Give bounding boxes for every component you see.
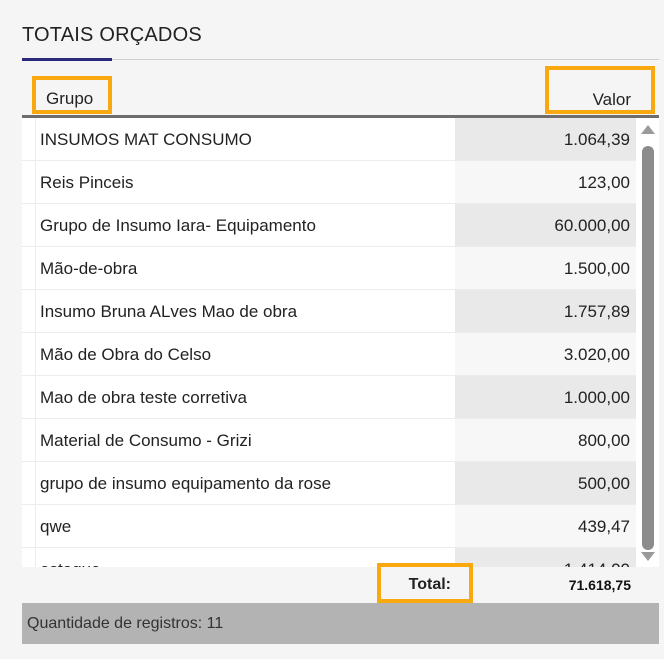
table-row[interactable]: estoque 1.414,00 [22, 548, 636, 567]
cell-grupo: estoque [40, 548, 101, 567]
cell-valor: 1.757,89 [455, 290, 636, 332]
row-gutter [22, 505, 36, 548]
cell-valor: 500,00 [455, 462, 636, 504]
table-row[interactable]: INSUMOS MAT CONSUMO 1.064,39 [22, 118, 636, 161]
grid-rows: INSUMOS MAT CONSUMO 1.064,39 Reis Pinceis 1… [22, 118, 636, 567]
totals-grid: Grupo Valor INSUMOS MAT CONSUMO 1.064,39 R… [22, 66, 659, 644]
table-row[interactable]: Reis Pinceis 123,00 [22, 161, 636, 204]
vertical-scrollbar[interactable] [636, 118, 659, 567]
cell-grupo: Material de Consumo - Grizi [40, 431, 252, 450]
table-row[interactable]: Grupo de Insumo Iara- Equipamento 60.000,… [22, 204, 636, 247]
total-label: Total: [377, 563, 473, 603]
row-gutter [22, 161, 36, 204]
title-accent-underline [22, 58, 112, 61]
table-row[interactable]: Mão-de-obra 1.500,00 [22, 247, 636, 290]
cell-valor: 1.414,00 [455, 548, 636, 567]
cell-grupo: Mão-de-obra [40, 259, 138, 278]
scroll-up-icon[interactable] [641, 125, 655, 134]
table-row[interactable]: qwe 439,47 [22, 505, 636, 548]
row-gutter [22, 548, 36, 567]
cell-valor: 1.000,00 [455, 376, 636, 418]
cell-valor: 60.000,00 [455, 204, 636, 246]
title-divider [22, 59, 659, 60]
grid-footer: Quantidade de registros: 11 [22, 603, 659, 644]
table-row[interactable]: Mao de obra teste corretiva 1.000,00 [22, 376, 636, 419]
table-row[interactable]: Mão de Obra do Celso 3.020,00 [22, 333, 636, 376]
row-gutter [22, 290, 36, 333]
grid-header: Grupo Valor [22, 66, 659, 118]
header-divider [22, 115, 659, 118]
row-gutter [22, 333, 36, 376]
cell-grupo: Grupo de Insumo Iara- Equipamento [40, 216, 316, 235]
column-header-valor[interactable]: Valor [545, 66, 655, 114]
cell-grupo: qwe [40, 517, 72, 536]
row-gutter [22, 118, 36, 161]
page-title: TOTAIS ORÇADOS [22, 24, 202, 46]
record-count: Quantidade de registros: 11 [27, 615, 224, 632]
cell-valor: 123,00 [455, 161, 636, 203]
table-row[interactable]: grupo de insumo equipamento da rose 500,0… [22, 462, 636, 505]
total-row: Total: 71.618,75 [22, 563, 659, 603]
table-row[interactable]: Insumo Bruna ALves Mao de obra 1.757,89 [22, 290, 636, 333]
grid-body: INSUMOS MAT CONSUMO 1.064,39 Reis Pinceis 1… [22, 118, 659, 567]
cell-valor: 439,47 [455, 505, 636, 547]
cell-valor: 1.064,39 [455, 118, 636, 160]
row-gutter [22, 462, 36, 505]
total-value: 71.618,75 [568, 577, 631, 593]
table-row[interactable]: Material de Consumo - Grizi 800,00 [22, 419, 636, 462]
cell-valor: 800,00 [455, 419, 636, 461]
cell-grupo: Mao de obra teste corretiva [40, 388, 247, 407]
scroll-thumb[interactable] [642, 146, 654, 550]
column-header-grupo[interactable]: Grupo [32, 76, 112, 114]
row-gutter [22, 376, 36, 419]
cell-grupo: Insumo Bruna ALves Mao de obra [40, 302, 298, 321]
row-gutter [22, 247, 36, 290]
cell-valor: 1.500,00 [455, 247, 636, 289]
cell-grupo: grupo de insumo equipamento da rose [40, 474, 332, 493]
scroll-down-icon[interactable] [641, 552, 655, 561]
row-gutter [22, 419, 36, 462]
cell-grupo: Mão de Obra do Celso [40, 345, 212, 364]
cell-valor: 3.020,00 [455, 333, 636, 375]
cell-grupo: Reis Pinceis [40, 173, 134, 192]
row-gutter [22, 204, 36, 247]
cell-grupo: INSUMOS MAT CONSUMO [40, 130, 252, 149]
